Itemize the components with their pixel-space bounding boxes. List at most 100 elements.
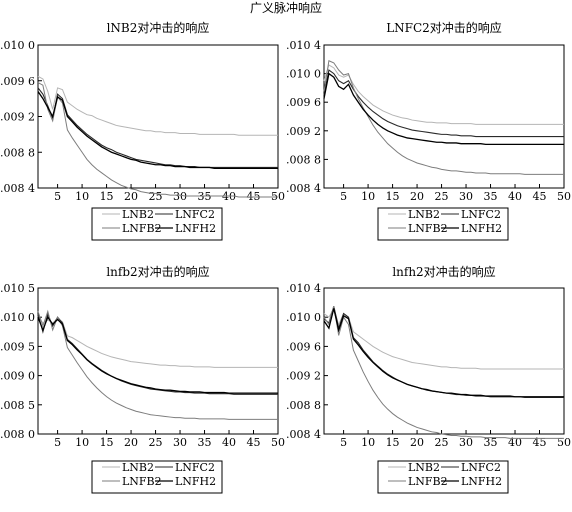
- y-tick-label: .009 2: [286, 370, 321, 383]
- chart-title: lnfh2对冲击的响应: [392, 264, 495, 279]
- y-tick-label: .008 4: [0, 182, 35, 195]
- x-tick-label: 25: [149, 436, 163, 449]
- chart-panel-1: lNB2对冲击的响应 .008 4 .008 8 .009 2 .009 6 .010 0…: [0, 20, 286, 266]
- series-line-lnb2: [37, 75, 278, 136]
- series-line-lnb2: [37, 315, 278, 368]
- legend-label-lnfb2: LNFB2: [408, 475, 448, 488]
- x-tick-label: 25: [435, 436, 449, 449]
- x-tick-label: 20: [410, 436, 424, 449]
- y-tick-label: .009 2: [286, 125, 321, 138]
- figure-title: 广义脉冲响应: [249, 1, 322, 15]
- legend-box: [91, 460, 223, 494]
- y-tick-label: .010 5: [0, 282, 35, 295]
- plot-frame: [37, 287, 279, 435]
- y-tick-label: .008 8: [0, 146, 35, 159]
- chart-title: lNB2对冲击的响应: [107, 20, 210, 35]
- x-tick-label: 45: [247, 436, 261, 449]
- legend-label-lnfc2: LNFC2: [175, 461, 215, 474]
- x-tick-label: 5: [54, 190, 61, 203]
- legend-label-lnfh2: LNFH2: [461, 222, 502, 235]
- x-tick-label: 5: [340, 190, 347, 203]
- series-line-lnfc2: [323, 306, 564, 399]
- series-line-lnfc2: [37, 87, 278, 168]
- y-tick-label: .008 5: [0, 399, 35, 412]
- series-line-lnfh2: [323, 308, 564, 398]
- legend-box: [377, 207, 509, 241]
- chart-panel-2: LNFC2对冲击的响应 .008 4 .008 8 .009 2 .009 6 .010 …: [286, 20, 572, 266]
- x-tick-label: 20: [410, 190, 424, 203]
- x-tick-label: 10: [75, 190, 89, 203]
- x-tick-label: 50: [271, 436, 285, 449]
- y-tick-label: .010 0: [0, 311, 35, 324]
- x-tick-label: 10: [361, 436, 375, 449]
- line-chart-1: lNB2对冲击的响应 .008 4 .008 8 .009 2 .009 6 .010 0…: [0, 20, 285, 241]
- y-tick-label: .008 4: [286, 182, 321, 195]
- chart-title: LNFC2对冲击的响应: [386, 20, 502, 35]
- y-tick-label: .009 6: [0, 75, 35, 88]
- y-tick-label: .010 0: [286, 311, 321, 324]
- y-tick-label: .009 5: [0, 340, 35, 353]
- x-tick-label: 15: [100, 190, 114, 203]
- y-tick-label: .010 4: [286, 282, 321, 295]
- y-tick-label: .008 0: [0, 428, 35, 441]
- x-tick-label: 30: [459, 436, 473, 449]
- series-line-lnfh2: [37, 315, 278, 394]
- series-line-lnfb2: [323, 60, 564, 175]
- x-tick-label: 25: [435, 190, 449, 203]
- x-tick-label: 35: [198, 436, 212, 449]
- series-line-lnb2: [323, 64, 564, 125]
- legend-label-lnfc2: LNFC2: [175, 208, 215, 221]
- legend-label-lnfb2: LNFB2: [122, 222, 162, 235]
- x-tick-label: 30: [459, 190, 473, 203]
- x-tick-label: 40: [508, 436, 522, 449]
- x-tick-label: 35: [484, 436, 498, 449]
- x-tick-label: 50: [557, 190, 571, 203]
- y-tick-label: .008 4: [286, 428, 321, 441]
- legend-label-lnb2: LNB2: [122, 208, 154, 221]
- y-tick-label: .008 8: [286, 399, 321, 412]
- y-tick-label: .009 0: [0, 370, 35, 383]
- legend-label-lnfc2: LNFC2: [461, 461, 501, 474]
- series-line-lnfb2: [37, 309, 278, 420]
- chart-panel-4: lnfh2对冲击的响应 .008 4 .008 8 .009 2 .009 6 .010 …: [286, 264, 572, 512]
- x-tick-label: 50: [557, 436, 571, 449]
- y-tick-label: .010 0: [0, 39, 35, 52]
- series-line-lnfc2: [37, 312, 278, 395]
- x-tick-label: 45: [533, 190, 547, 203]
- y-tick-label: .008 8: [286, 153, 321, 166]
- legend-label-lnfc2: LNFC2: [461, 208, 501, 221]
- x-tick-label: 15: [386, 436, 400, 449]
- plot-frame: [323, 44, 565, 189]
- chart-title: lnfb2对冲击的响应: [106, 264, 209, 279]
- x-tick-label: 45: [533, 436, 547, 449]
- x-tick-label: 15: [100, 436, 114, 449]
- x-tick-label: 25: [149, 190, 163, 203]
- legend-box: [91, 207, 223, 241]
- x-tick-label: 40: [222, 436, 236, 449]
- legend-label-lnb2: LNB2: [408, 461, 440, 474]
- line-chart-3: lnfb2对冲击的响应 .008 0 .008 5 .009 0 .009 5 .010 …: [0, 264, 285, 494]
- legend-label-lnfb2: LNFB2: [122, 475, 162, 488]
- series-line-lnfb2: [37, 82, 278, 198]
- series-line-lnfc2: [323, 69, 564, 138]
- chart-panel-3: lnfb2对冲击的响应 .008 0 .008 5 .009 0 .009 5 .010 …: [0, 264, 286, 512]
- series-line-lnfh2: [37, 91, 278, 169]
- x-tick-label: 10: [75, 436, 89, 449]
- series-line-lnfb2: [323, 306, 564, 439]
- series-line-lnfh2: [323, 72, 564, 146]
- x-tick-label: 20: [124, 436, 138, 449]
- line-chart-4: lnfh2对冲击的响应 .008 4 .008 8 .009 2 .009 6 .010 …: [286, 264, 571, 494]
- legend-label-lnfb2: LNFB2: [408, 222, 448, 235]
- legend-box: [377, 460, 509, 494]
- x-tick-label: 20: [124, 190, 138, 203]
- legend-label-lnb2: LNB2: [122, 461, 154, 474]
- x-tick-label: 15: [386, 190, 400, 203]
- y-tick-label: .009 6: [286, 96, 321, 109]
- series-line-lnb2: [323, 307, 564, 370]
- legend-label-lnfh2: LNFH2: [175, 475, 216, 488]
- x-tick-label: 35: [484, 190, 498, 203]
- plot-frame: [37, 44, 279, 189]
- y-tick-label: .009 6: [286, 340, 321, 353]
- legend-label-lnb2: LNB2: [408, 208, 440, 221]
- figure: 广义脉冲响应 lNB2对冲击的响应 .008 4 .008 8 .009 2 .009 …: [0, 1, 572, 494]
